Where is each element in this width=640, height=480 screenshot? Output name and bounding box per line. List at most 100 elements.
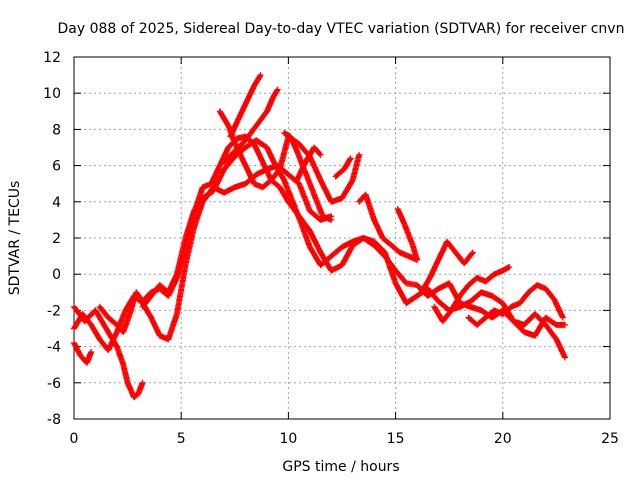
data-point: [253, 85, 255, 87]
data-point: [394, 269, 397, 272]
y-tick-labels: -8 -6 -4 -2 0 2 4 6 8 10 12: [43, 50, 61, 428]
data-point: [218, 110, 221, 113]
data-point: [107, 316, 110, 319]
data-point: [122, 331, 125, 333]
series-5: [139, 137, 568, 339]
chart-title: Day 088 of 2025, Sidereal Day-to-day VTE…: [58, 21, 625, 37]
data-point: [493, 309, 496, 312]
data-point: [319, 219, 322, 221]
data-point: [274, 164, 277, 167]
series-marks: [96, 133, 568, 361]
data-point: [396, 208, 399, 210]
y-tick-label: 0: [52, 267, 61, 283]
data-point: [116, 331, 118, 333]
data-point: [341, 264, 343, 266]
data-point: [480, 309, 483, 312]
data-point: [476, 277, 478, 279]
data-point: [536, 284, 538, 286]
data-point: [150, 295, 152, 297]
data-point: [381, 237, 384, 239]
data-point: [562, 316, 564, 319]
data-point: [358, 201, 360, 203]
data-point: [313, 193, 315, 196]
y-tick-label: 8: [52, 122, 61, 138]
data-point: [330, 215, 333, 218]
data-point: [319, 251, 322, 254]
data-point: [234, 150, 236, 152]
data-point: [459, 305, 461, 308]
data-point: [86, 362, 88, 364]
data-point: [351, 179, 354, 181]
data-point: [309, 210, 311, 212]
data-point: [255, 139, 258, 142]
data-point: [244, 103, 247, 105]
data-point: [493, 273, 496, 276]
data-point: [362, 237, 365, 239]
data-point: [279, 168, 281, 171]
data-point: [405, 302, 408, 304]
data-point: [544, 287, 547, 290]
data-point: [502, 269, 504, 272]
data-point: [459, 302, 461, 304]
data-point: [167, 338, 170, 341]
data-point: [98, 338, 101, 341]
data-point: [236, 137, 238, 140]
data-point: [126, 382, 129, 384]
x-tick-label: 5: [177, 431, 186, 447]
data-point: [135, 291, 137, 294]
data-point: [502, 313, 504, 315]
data-point: [296, 179, 298, 181]
data-point: [244, 139, 247, 142]
data-point: [544, 324, 547, 326]
data-point: [512, 320, 515, 323]
data-point: [73, 342, 75, 344]
data-point: [79, 354, 82, 357]
data-point: [90, 324, 92, 326]
data-point: [223, 168, 225, 171]
data-point: [244, 146, 247, 149]
data-point: [141, 300, 144, 303]
data-point: [279, 186, 281, 189]
data-point: [141, 382, 144, 384]
series-6: [216, 108, 363, 205]
data-point: [223, 191, 225, 194]
data-point: [309, 229, 311, 232]
data-point: [407, 255, 410, 257]
data-point: [429, 277, 431, 279]
data-point: [555, 324, 558, 326]
x-tick-label: 15: [387, 431, 405, 447]
data-point: [283, 132, 285, 134]
data-point: [544, 316, 547, 319]
data-point: [193, 226, 195, 228]
data-point: [272, 96, 275, 98]
data-point: [399, 251, 401, 254]
data-point: [330, 269, 333, 272]
series-11: [332, 155, 354, 180]
data-point: [227, 124, 230, 127]
data-point: [158, 284, 161, 286]
data-point: [519, 302, 521, 304]
data-point: [476, 324, 478, 326]
data-point: [480, 291, 483, 294]
data-point: [426, 295, 429, 297]
data-point: [416, 258, 418, 261]
data-point: [229, 135, 232, 138]
series-10: [294, 144, 324, 184]
data-point: [107, 349, 110, 352]
data-point: [253, 182, 255, 185]
data-point: [287, 173, 290, 176]
data-point: [167, 291, 170, 294]
data-point: [158, 334, 161, 337]
data-point: [137, 392, 140, 395]
data-point: [176, 313, 178, 315]
data-point: [459, 295, 461, 297]
data-point: [276, 88, 279, 91]
data-point: [502, 302, 504, 304]
series-12: [356, 191, 421, 263]
y-tick-label: -6: [47, 376, 61, 392]
y-tick-label: 10: [43, 86, 61, 102]
data-point: [334, 175, 337, 178]
data-point: [304, 161, 307, 163]
data-point: [122, 363, 125, 366]
data-point: [420, 291, 423, 294]
